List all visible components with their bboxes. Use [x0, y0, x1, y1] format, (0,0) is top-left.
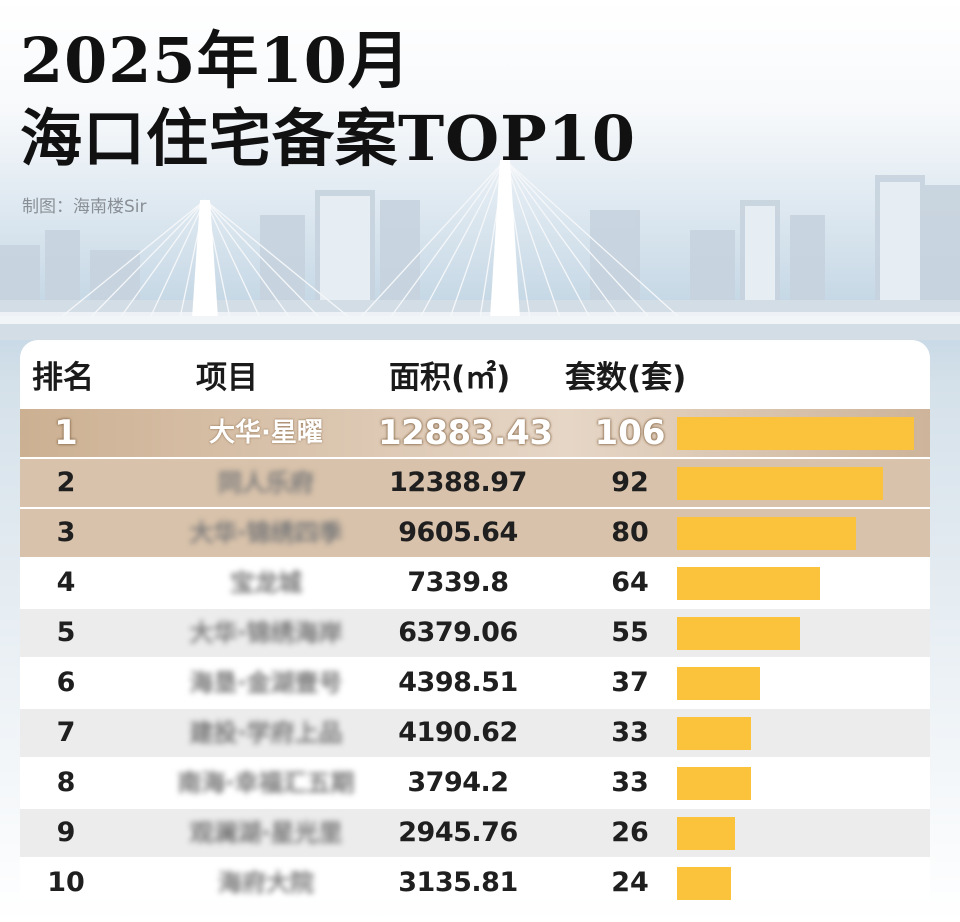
- area-value-label: 9605.64: [398, 517, 518, 548]
- area-value-label: 3794.2: [407, 767, 509, 798]
- rank-cell: 10: [47, 867, 85, 898]
- project-name-cell: 大华·锦绣四季: [189, 519, 343, 547]
- rank-cell: 9: [56, 817, 76, 848]
- chart-title-line1: 2025年10月: [20, 24, 411, 97]
- chart-title-line2: 海口住宅备案TOP10: [20, 102, 637, 175]
- area-value-label: 12388.97: [389, 467, 527, 498]
- count-bar: [677, 617, 800, 650]
- rank-cell: 3: [56, 517, 76, 548]
- project-name-cell: 大华·锦绣海岸: [189, 619, 343, 647]
- credit-text: 制图：海南楼Sir: [22, 197, 147, 217]
- count-value-label: 80: [611, 517, 649, 548]
- table-row: 10 海府大院 3135.81 24: [20, 859, 930, 907]
- project-name-cell: 宝龙城: [230, 569, 302, 597]
- rank-cell: 6: [56, 667, 76, 698]
- project-name-cell: 观澜湖·星光里: [189, 819, 343, 847]
- area-value-label: 4190.62: [398, 717, 518, 748]
- count-bar: [677, 717, 751, 750]
- project-name-cell: 南海·幸福汇五期: [177, 769, 355, 797]
- area-value-label: 4398.51: [398, 667, 518, 698]
- count-bar: [677, 767, 751, 800]
- count-value-label: 33: [611, 767, 649, 798]
- area-value-label: 12883.43: [378, 413, 553, 453]
- column-header-count: 套数(套): [565, 360, 687, 396]
- count-bar: [677, 817, 735, 850]
- count-bar: [677, 417, 914, 450]
- table-row: 6 海垦·金湖壹号 4398.51 37: [20, 659, 930, 707]
- rank-cell: 4: [56, 567, 76, 598]
- table-row: 4 宝龙城 7339.8 64: [20, 559, 930, 607]
- table-row: 9 观澜湖·星光里 2945.76 26: [20, 809, 930, 857]
- project-name-cell: 大华·星曜: [209, 418, 323, 448]
- table-row: 8 南海·幸福汇五期 3794.2 33: [20, 759, 930, 807]
- table-row: 2 同人乐府 12388.97 92: [20, 459, 930, 507]
- table-row: 1 大华·星曜 12883.43 106: [20, 409, 930, 457]
- count-value-label: 24: [611, 867, 649, 898]
- count-value-label: 64: [611, 567, 649, 598]
- column-header-project: 项目: [196, 360, 258, 396]
- column-header-rank: 排名: [32, 360, 94, 396]
- area-value-label: 3135.81: [398, 867, 518, 898]
- rank-cell: 8: [56, 767, 76, 798]
- count-bar: [677, 667, 760, 700]
- project-name-cell: 建投·学府上品: [189, 719, 343, 747]
- rank-cell: 1: [54, 413, 78, 453]
- count-value-label: 106: [594, 413, 666, 453]
- table-row: 3 大华·锦绣四季 9605.64 80: [20, 509, 930, 557]
- rank-cell: 5: [56, 617, 76, 648]
- count-value-label: 37: [611, 667, 649, 698]
- rank-cell: 2: [56, 467, 76, 498]
- column-header-area: 面积(㎡): [389, 360, 511, 396]
- area-value-label: 7339.8: [407, 567, 509, 598]
- project-name-cell: 同人乐府: [218, 469, 314, 497]
- project-name-cell: 海垦·金湖壹号: [189, 669, 343, 697]
- rank-cell: 7: [56, 717, 76, 748]
- count-bar: [677, 517, 856, 550]
- table-row: 7 建投·学府上品 4190.62 33: [20, 709, 930, 757]
- count-bar: [677, 567, 820, 600]
- count-value-label: 92: [611, 467, 649, 498]
- area-value-label: 2945.76: [398, 817, 518, 848]
- project-name-cell: 海府大院: [218, 869, 314, 897]
- count-bar: [677, 867, 731, 900]
- count-value-label: 26: [611, 817, 649, 848]
- count-value-label: 55: [611, 617, 649, 648]
- area-value-label: 6379.06: [398, 617, 518, 648]
- count-value-label: 33: [611, 717, 649, 748]
- table-row: 5 大华·锦绣海岸 6379.06 55: [20, 609, 930, 657]
- count-bar: [677, 467, 883, 500]
